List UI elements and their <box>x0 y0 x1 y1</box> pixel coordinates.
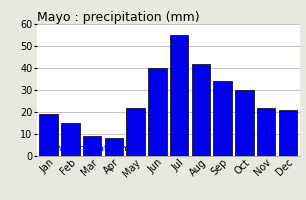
Bar <box>126 108 145 156</box>
Bar <box>105 138 123 156</box>
Bar <box>213 81 232 156</box>
Bar <box>192 64 210 156</box>
Bar <box>235 90 254 156</box>
Bar <box>170 35 188 156</box>
Text: www.allmetsat.com: www.allmetsat.com <box>42 144 131 153</box>
Text: Mayo : precipitation (mm): Mayo : precipitation (mm) <box>37 11 199 24</box>
Bar <box>83 136 101 156</box>
Bar <box>39 114 58 156</box>
Bar <box>148 68 167 156</box>
Bar <box>61 123 80 156</box>
Bar <box>257 108 275 156</box>
Bar <box>279 110 297 156</box>
